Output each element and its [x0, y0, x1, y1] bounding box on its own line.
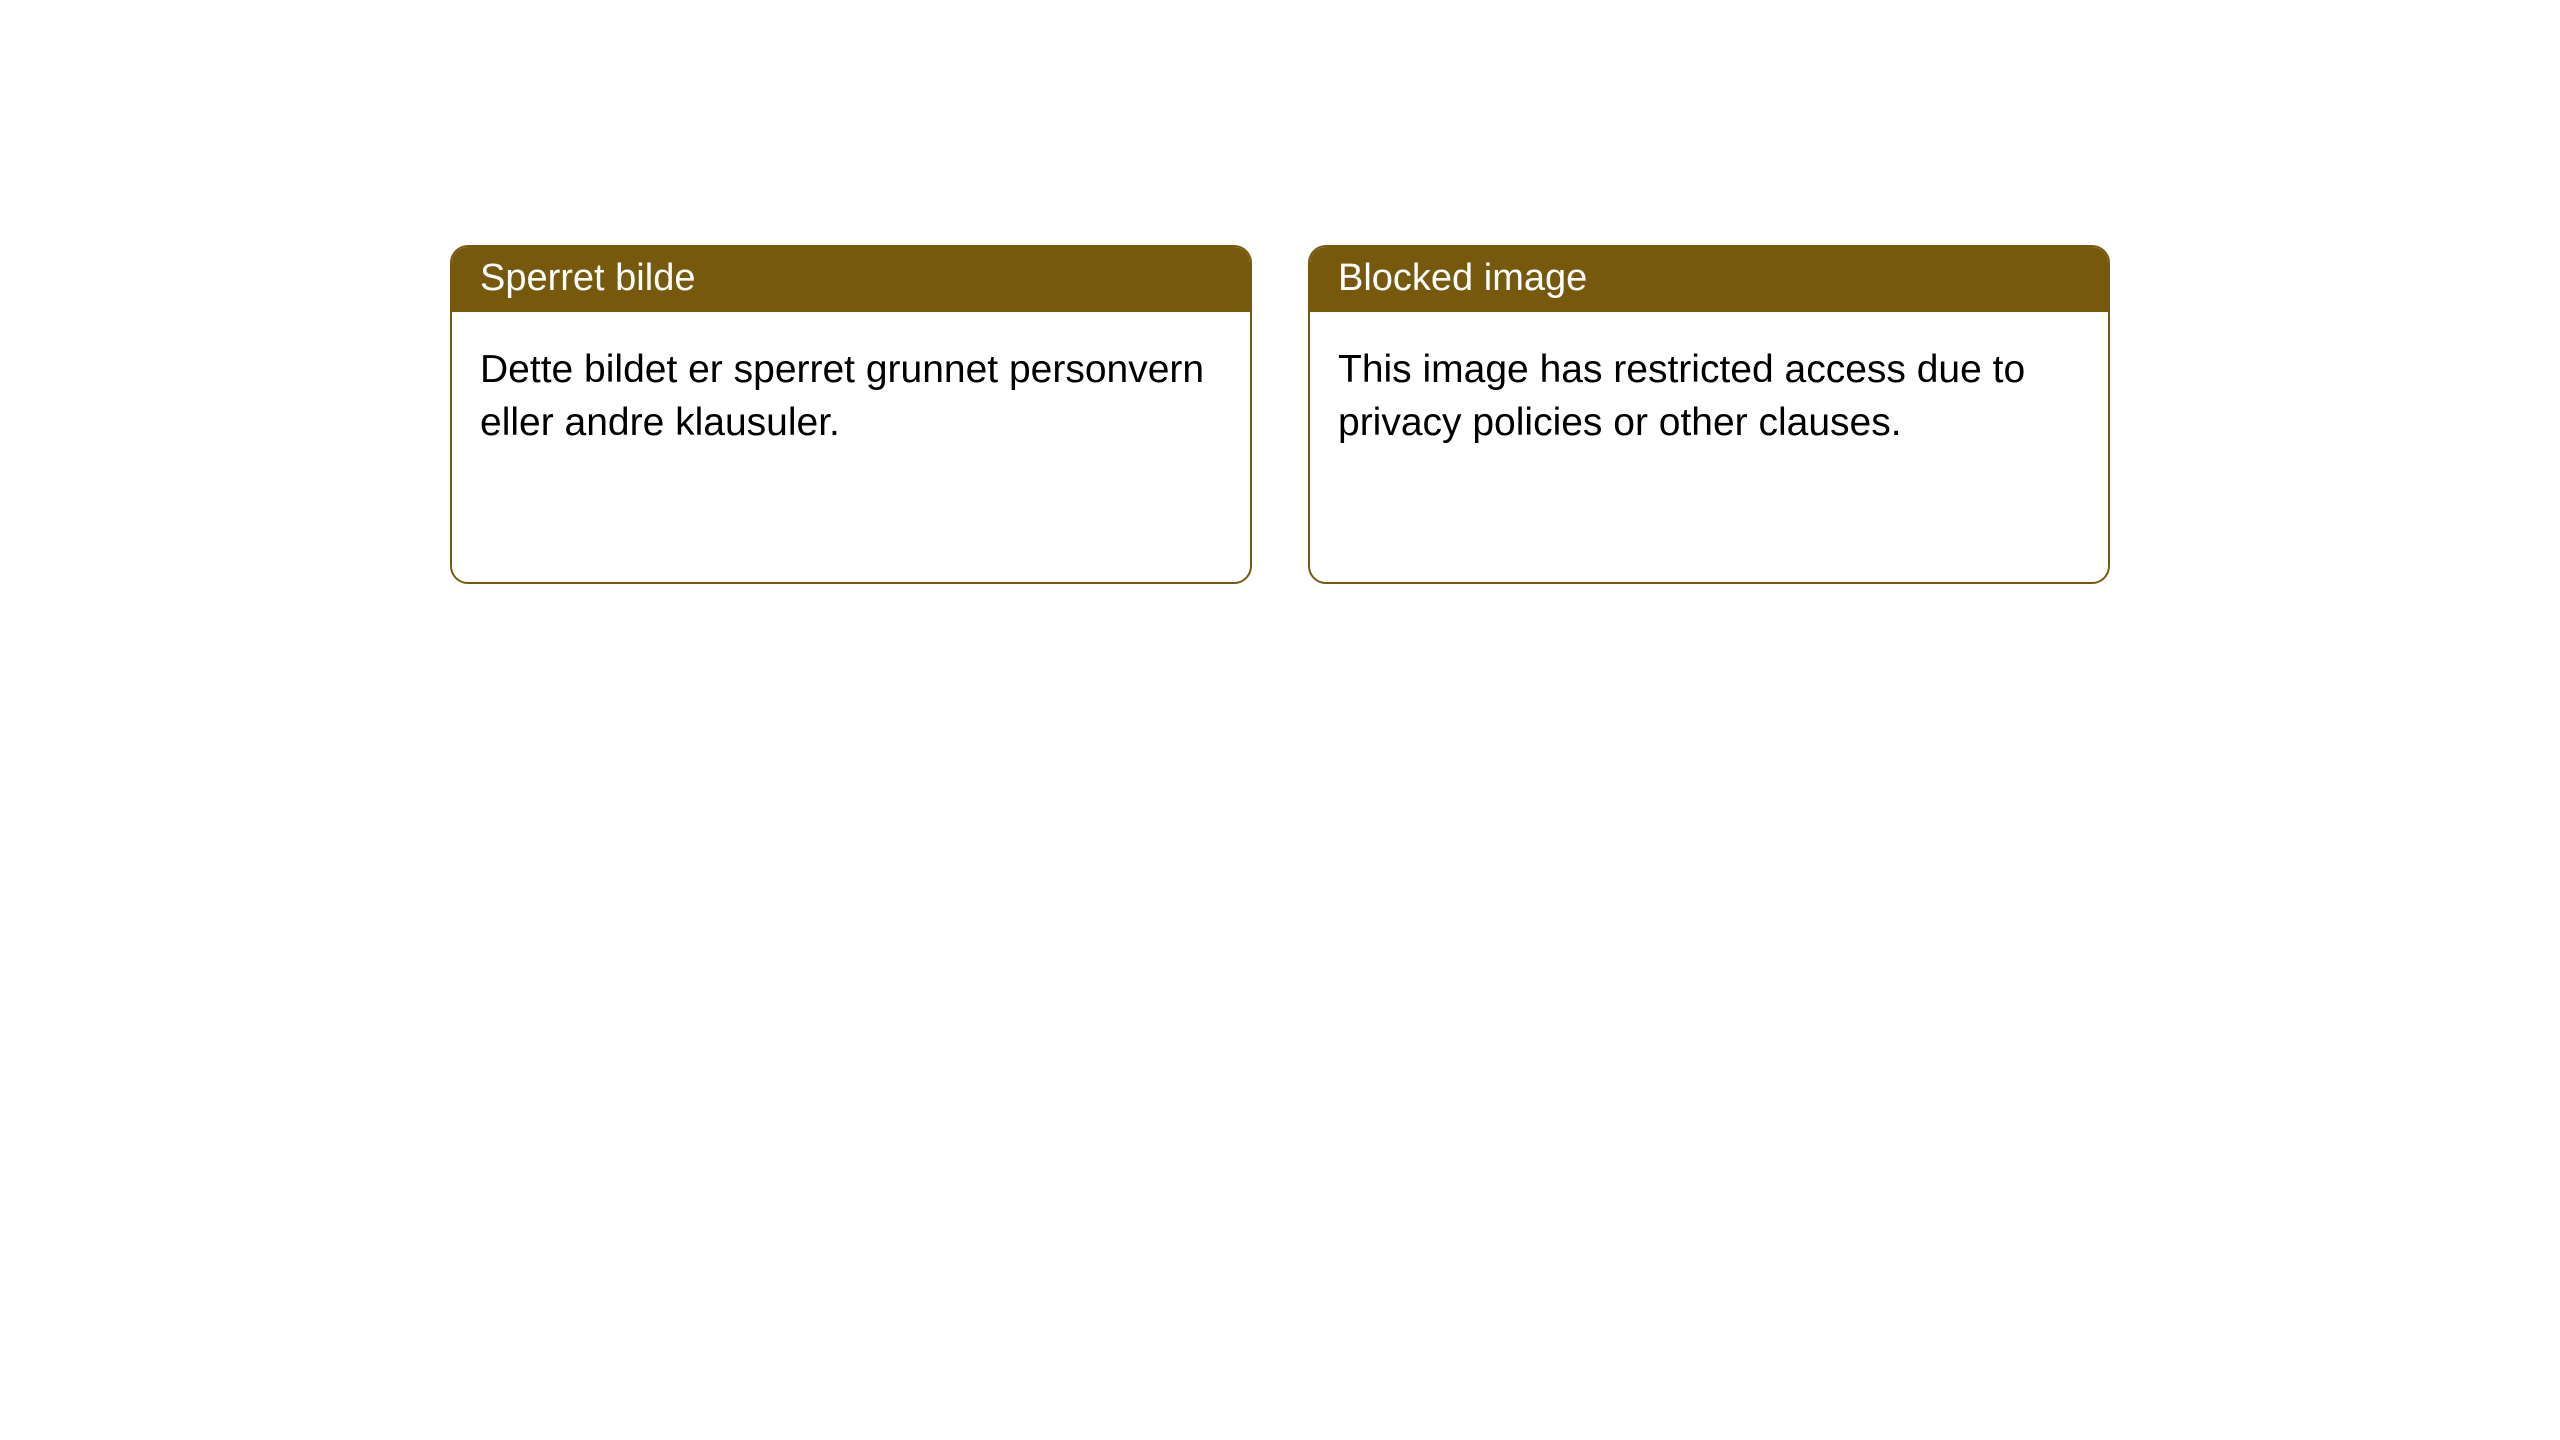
- notice-card-english: Blocked image This image has restricted …: [1308, 245, 2110, 584]
- notice-body: This image has restricted access due to …: [1310, 312, 2108, 582]
- notice-body: Dette bildet er sperret grunnet personve…: [452, 312, 1250, 582]
- notice-header: Blocked image: [1310, 247, 2108, 312]
- notice-card-norwegian: Sperret bilde Dette bildet er sperret gr…: [450, 245, 1252, 584]
- notice-header: Sperret bilde: [452, 247, 1250, 312]
- notice-container: Sperret bilde Dette bildet er sperret gr…: [0, 0, 2560, 584]
